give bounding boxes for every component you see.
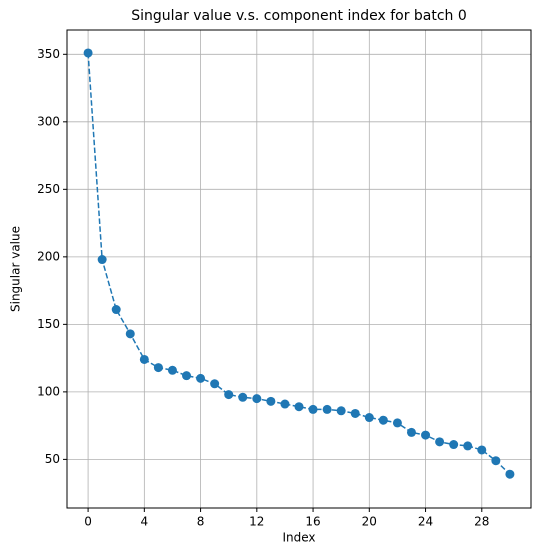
x-tick-label: 12 (249, 515, 264, 529)
data-point (182, 371, 192, 381)
data-point (97, 255, 107, 265)
data-point (111, 305, 121, 315)
data-point (322, 404, 332, 414)
y-tick-label: 150 (37, 317, 60, 331)
x-tick-label: 20 (362, 515, 377, 529)
data-point (364, 413, 374, 423)
data-point (477, 445, 487, 455)
data-point (463, 441, 473, 451)
data-point (210, 379, 220, 389)
data-point (294, 402, 304, 412)
data-point (266, 396, 276, 406)
chart-title: Singular value v.s. component index for … (131, 8, 467, 24)
data-point (449, 440, 459, 450)
data-point (392, 418, 402, 428)
data-point (308, 404, 318, 414)
x-tick-label: 24 (418, 515, 433, 529)
data-point (421, 430, 431, 440)
y-tick-label: 250 (37, 182, 60, 196)
data-point (238, 392, 248, 402)
data-point (406, 427, 416, 437)
x-tick-label: 4 (141, 515, 149, 529)
data-point (196, 373, 206, 383)
plot (83, 48, 515, 479)
data-point (350, 408, 360, 418)
data-point (125, 329, 135, 339)
y-axis-label: Singular value (9, 226, 23, 312)
data-point (167, 365, 177, 375)
data-point (491, 456, 501, 466)
data-point (83, 48, 93, 58)
data-point (224, 390, 234, 400)
data-point (378, 415, 388, 425)
y-tick-label: 300 (37, 114, 60, 128)
x-tick-label: 28 (474, 515, 489, 529)
data-point (505, 469, 515, 479)
x-tick-label: 16 (305, 515, 320, 529)
y-tick-label: 100 (37, 384, 60, 398)
y-tick-label: 200 (37, 249, 60, 263)
x-tick-label: 8 (197, 515, 205, 529)
y-tick-label: 350 (37, 47, 60, 61)
data-point (435, 437, 445, 447)
x-axis-label: Index (282, 531, 315, 545)
y-tick-label: 50 (45, 452, 60, 466)
data-point (336, 406, 346, 416)
data-point (280, 399, 290, 409)
grid (67, 30, 531, 508)
data-point (252, 394, 262, 404)
data-point (139, 354, 149, 364)
data-point (153, 363, 163, 373)
axes-frame (66, 29, 532, 509)
x-tick-label: 0 (84, 515, 92, 529)
